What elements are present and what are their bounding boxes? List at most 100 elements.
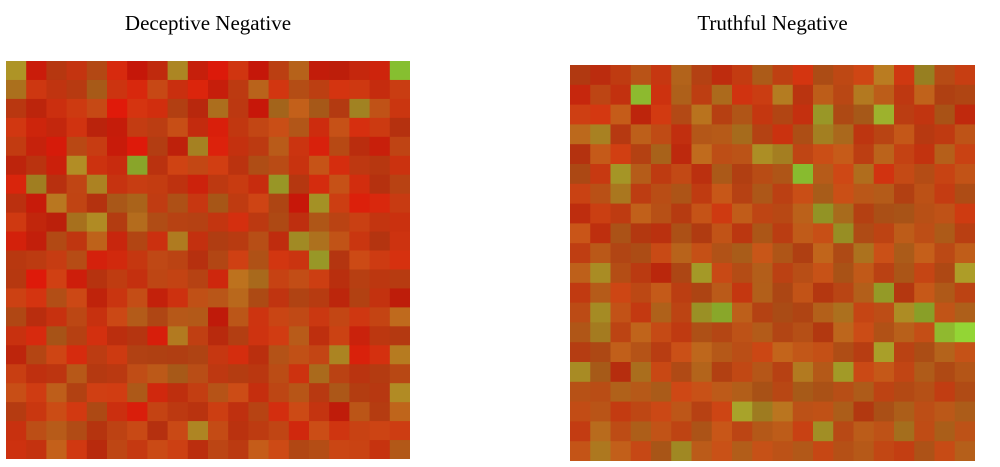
heatmap-cell — [914, 362, 936, 383]
heatmap-cell — [752, 124, 774, 145]
heatmap-cell — [329, 231, 350, 252]
heatmap-cell — [46, 345, 68, 365]
heatmap-cell — [833, 183, 855, 205]
heatmap-cell — [792, 342, 814, 363]
heatmap-cell — [26, 383, 47, 403]
heatmap-cell — [833, 282, 855, 304]
heatmap-cell — [389, 79, 410, 100]
heatmap-cell — [329, 155, 350, 176]
heatmap-cell — [309, 383, 330, 403]
heatmap-cell — [127, 117, 148, 138]
heatmap-cell — [610, 401, 632, 422]
heatmap-cell — [651, 381, 672, 403]
heatmap-cell — [167, 421, 189, 441]
heatmap-cell — [86, 288, 108, 308]
heatmap-cell — [630, 223, 652, 244]
heatmap-cell — [288, 326, 310, 346]
heatmap-cell — [167, 117, 189, 138]
heatmap-cell — [853, 421, 875, 442]
heatmap-cell — [691, 84, 713, 106]
heatmap-cell — [590, 401, 612, 422]
heatmap-cell — [369, 61, 391, 81]
heatmap-cell — [853, 203, 875, 224]
heatmap-cell — [66, 421, 88, 441]
heatmap-cell — [873, 104, 895, 125]
heatmap-cell — [46, 364, 68, 384]
heatmap-cell — [630, 65, 652, 86]
heatmap-cell — [127, 345, 148, 365]
heatmap-cell — [389, 174, 410, 195]
heatmap-cell — [46, 98, 68, 119]
heatmap-cell — [349, 288, 371, 308]
heatmap-cell — [691, 441, 713, 461]
heatmap-cell — [127, 136, 148, 157]
heatmap-cell — [127, 326, 148, 346]
heatmap-cell — [228, 288, 249, 308]
heatmap-cell — [107, 174, 128, 195]
heatmap-cell — [833, 263, 855, 284]
heatmap-cell — [651, 144, 672, 165]
heatmap-cell — [732, 65, 753, 86]
heatmap-cell — [610, 203, 632, 224]
heatmap-cell — [268, 421, 290, 441]
heatmap-cell — [671, 362, 693, 383]
heatmap-cell — [732, 203, 753, 224]
heatmap-cell — [86, 212, 108, 233]
heatmap-cell — [329, 383, 350, 403]
heatmap-cell — [187, 250, 209, 271]
heatmap-cell — [732, 263, 753, 284]
heatmap-cell — [873, 401, 895, 422]
heatmap-cell — [46, 136, 68, 157]
heatmap-cell — [389, 421, 410, 441]
heatmap-cell — [671, 203, 693, 224]
heatmap-cell — [934, 342, 956, 363]
heatmap-cell — [813, 302, 834, 323]
heatmap-cell — [772, 362, 794, 383]
heatmap-cell — [752, 243, 774, 264]
heatmap-cell — [873, 183, 895, 205]
heatmap-cell — [329, 326, 350, 346]
heatmap-cell — [26, 98, 47, 119]
heatmap-cell — [349, 440, 371, 459]
heatmap-cell — [66, 402, 88, 422]
heatmap-cell — [894, 342, 915, 363]
heatmap-cell — [309, 440, 330, 459]
heatmap-cell — [288, 61, 310, 81]
heatmap-cell — [6, 174, 27, 195]
heatmap-cell — [610, 381, 632, 403]
heatmap-cell — [590, 124, 612, 145]
heatmap-cell — [711, 164, 733, 185]
heatmap-cell — [329, 98, 350, 119]
heatmap-cell — [630, 183, 652, 205]
heatmap-cell — [46, 269, 68, 290]
heatmap-cell — [813, 362, 834, 383]
heatmap-cell — [934, 263, 956, 284]
heatmap-cell — [671, 104, 693, 125]
heatmap-cell — [6, 307, 27, 327]
heatmap-cell — [66, 117, 88, 138]
heatmap-cell — [389, 193, 410, 214]
heatmap-cell — [570, 223, 591, 244]
heatmap-cell — [590, 263, 612, 284]
heatmap-cell — [711, 322, 733, 343]
heatmap-cell — [369, 250, 391, 271]
heatmap-cell — [329, 193, 350, 214]
heatmap-cell — [570, 183, 591, 205]
heatmap-cell — [6, 98, 27, 119]
heatmap-cell — [630, 401, 652, 422]
heatmap-cell — [570, 421, 591, 442]
heatmap-cell — [894, 381, 915, 403]
heatmap-cell — [268, 288, 290, 308]
heatmap-cell — [329, 174, 350, 195]
heatmap-cell — [208, 307, 229, 327]
heatmap-cell — [630, 124, 652, 145]
heatmap-cell — [630, 381, 652, 403]
heatmap-cell — [6, 421, 27, 441]
heatmap-cell — [590, 282, 612, 304]
heatmap-cell — [147, 440, 169, 459]
heatmap-cell — [369, 421, 391, 441]
heatmap-cell — [853, 282, 875, 304]
heatmap-cell — [46, 326, 68, 346]
heatmap-cell — [268, 250, 290, 271]
heatmap-cell — [46, 402, 68, 422]
